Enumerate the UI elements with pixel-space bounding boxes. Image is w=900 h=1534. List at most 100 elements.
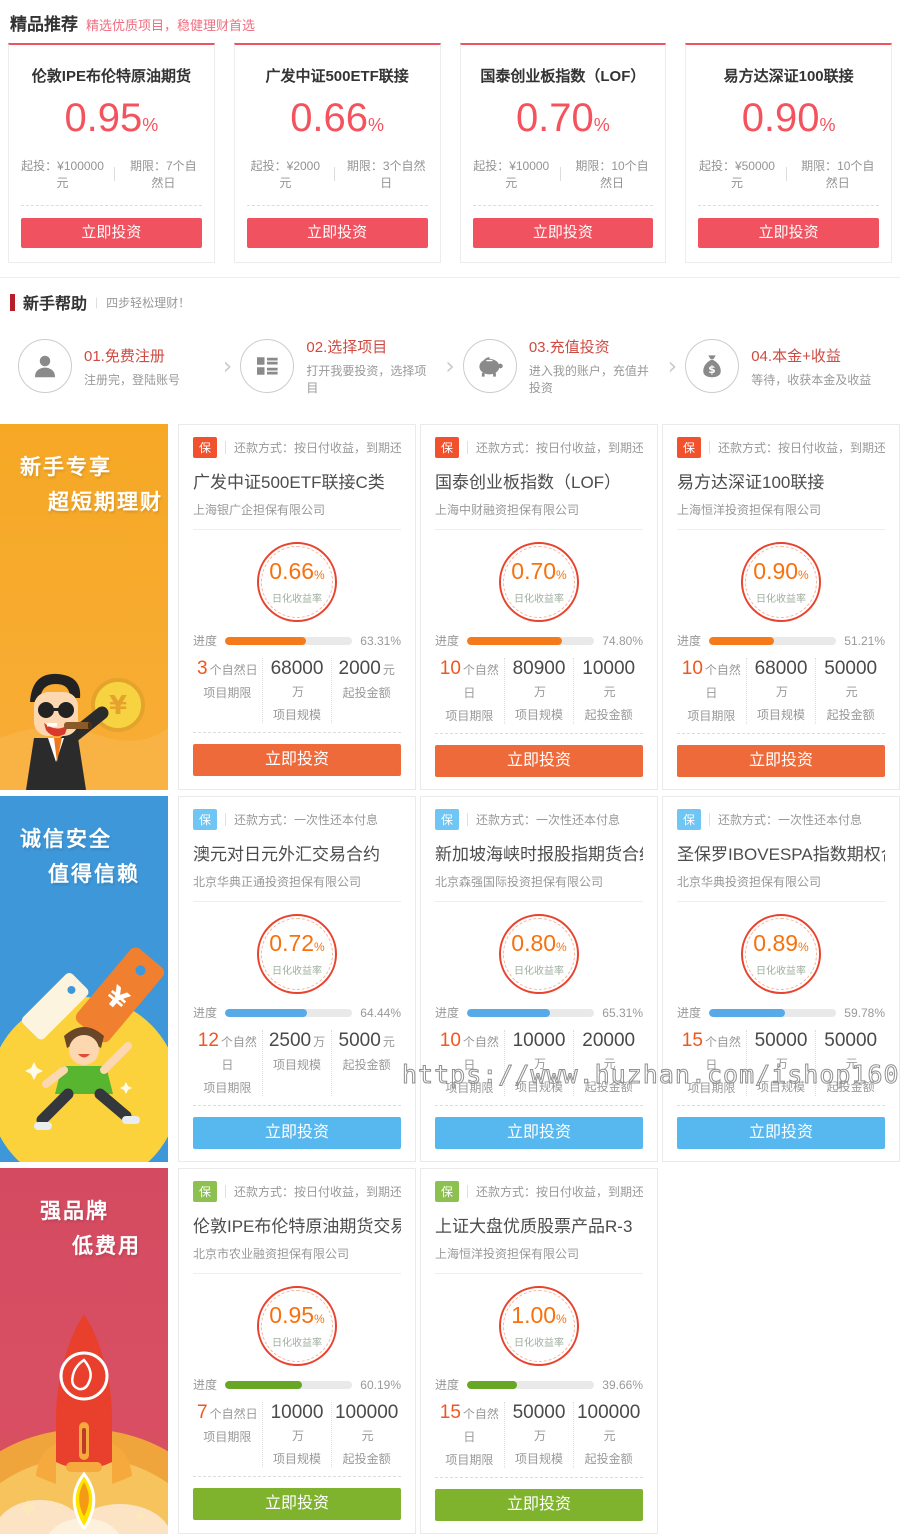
divider (467, 441, 468, 454)
scale-unit: 万 (534, 1429, 547, 1443)
repayment-method: 还款方式：按日付收益，到期还本 (233, 1185, 401, 1199)
project-title[interactable]: 新加坡海峡时报股指期货合约(... (435, 845, 643, 864)
step-title: 04.本金+收益 (751, 347, 841, 365)
min-value: 100000 (334, 1402, 399, 1423)
scale-unit: 万 (292, 1429, 305, 1443)
rate-number: 1.00 (511, 1302, 557, 1328)
invest-button[interactable]: 立即投资 (246, 218, 428, 248)
project-title[interactable]: 澳元对日元外汇交易合约 (193, 845, 380, 864)
scale-value: 80900 (512, 658, 566, 679)
promo-banner-newbie[interactable]: 新手专享 超短期理财 ¥ (0, 424, 168, 790)
progress-percent: 59.78% (844, 1005, 885, 1020)
product-meta: 起投：¥100000 元 期限：7个自然日 (21, 157, 202, 191)
guarantee-badge: 保 (677, 809, 702, 830)
rate-number: 0.80 (511, 930, 557, 956)
rate-number: 0.90 (753, 558, 799, 584)
scale-unit: 万 (292, 685, 305, 699)
project-title[interactable]: 易方达深证100联接 (677, 473, 825, 492)
min-value: 5000 (338, 1030, 381, 1051)
rate-number: 0.89 (753, 930, 799, 956)
rate-unit: % (314, 568, 325, 582)
rate-unit: % (314, 1312, 325, 1326)
chevron-right-icon: › (445, 352, 455, 380)
min-invest: 起投：¥50000 元 (698, 159, 775, 190)
progress-bar (467, 636, 595, 645)
banner-line1: 诚信安全 (20, 828, 112, 851)
step-title: 02.选择项目 (306, 339, 388, 356)
stat-scale: 10000 万 项目规模 (503, 1030, 574, 1096)
project-title[interactable]: 广发中证500ETF联接C类 (193, 473, 385, 492)
rate-number: 0.90 (741, 96, 820, 140)
divider (225, 813, 227, 826)
project-row-trust: 诚信安全 值得信赖 ¥ (0, 796, 900, 1162)
progress-percent: 51.21% (844, 633, 885, 648)
invest-button[interactable]: 立即投资 (677, 1117, 885, 1149)
daily-rate-circle: 0.72% 日化收益率 (257, 914, 337, 994)
dashed-divider (246, 205, 428, 206)
invest-button[interactable]: 立即投资 (698, 218, 879, 248)
scale-value: 50000 (512, 1402, 566, 1423)
guarantee-badge: 保 (435, 437, 460, 458)
term-label: 项目期限 (203, 686, 252, 700)
project-title[interactable]: 圣保罗IBOVESPA指数期权合... (677, 845, 885, 864)
term: 期限：10个自然日 (575, 159, 649, 190)
term-label: 项目期限 (687, 709, 736, 723)
banner-line1: 强品牌 (40, 1200, 109, 1223)
term-value: 12 (197, 1030, 219, 1051)
step-recharge-invest: 03.充值投资 进入我的账户，充值并投资 (462, 336, 660, 396)
rate-caption: 日化收益率 (756, 966, 806, 977)
stat-term: 12 个自然日 项目期限 (193, 1030, 262, 1096)
featured-card: 广发中证500ETF联接 0.66% 起投：¥2000 元 期限：3个自然日 立… (233, 43, 441, 263)
stat-min: 50000 元 起投金额 (815, 1030, 885, 1096)
stat-scale: 2500 万 项目规模 (261, 1030, 332, 1096)
featured-title: 精品推荐 (10, 15, 78, 34)
term: 期限：10个自然日 (801, 159, 875, 190)
stat-min: 20000 元 起投金额 (573, 1030, 643, 1096)
term-value: 10 (681, 658, 703, 679)
promo-banner-trust[interactable]: 诚信安全 值得信赖 ¥ (0, 796, 168, 1162)
project-title[interactable]: 上证大盘优质股票产品R-3 (435, 1217, 633, 1236)
guarantee-badge: 保 (677, 437, 702, 458)
scale-value: 2500 (268, 1030, 312, 1051)
invest-button[interactable]: 立即投资 (435, 1117, 643, 1149)
piggy-bank-icon (462, 339, 517, 393)
invest-button[interactable]: 立即投资 (435, 745, 643, 777)
invest-button[interactable]: 立即投资 (193, 744, 401, 776)
progress-label: 进度 (193, 634, 218, 648)
progress-label: 进度 (435, 1006, 460, 1020)
min-invest: 起投：¥2000 元 (250, 159, 321, 190)
project-title[interactable]: 伦敦IPE布伦特原油期货交易 (193, 1217, 401, 1236)
stat-scale: 50000 万 项目规模 (745, 1030, 816, 1096)
min-unit: 元 (382, 1035, 395, 1049)
divider (709, 813, 711, 826)
term-label: 项目期限 (445, 709, 494, 723)
guarantor-company: 上海中财融资担保有限公司 (435, 501, 643, 530)
project-card: 保 还款方式：按日付收益，到期还本 广发中证500ETF联接C类 上海银广企担保… (178, 424, 416, 790)
invest-button[interactable]: 立即投资 (435, 1489, 643, 1521)
invest-button[interactable]: 立即投资 (472, 218, 654, 248)
stat-scale: 80900 万 项目规模 (503, 658, 574, 724)
help-title: 新手帮助 (23, 296, 88, 313)
invest-button[interactable]: 立即投资 (677, 745, 885, 777)
stat-min: 2000 元 起投金额 (331, 658, 401, 723)
banner-text: 强品牌 低费用 (0, 1168, 168, 1264)
rate-caption: 日化收益率 (272, 1338, 322, 1349)
featured-card: 伦敦IPE布伦特原油期货 0.95% 起投：¥100000 元 期限：7个自然日… (8, 43, 215, 263)
rate-number: 0.66 (290, 96, 369, 140)
min-unit: 元 (382, 663, 395, 677)
stat-min: 100000 元 起投金额 (331, 1402, 401, 1467)
rate-unit: % (314, 940, 325, 954)
invest-button[interactable]: 立即投资 (193, 1117, 401, 1149)
repayment-method: 还款方式：按日付收益，到期还本 (475, 1185, 643, 1199)
featured-card: 国泰创业板指数（LOF） 0.70% 起投：¥10000 元 期限：10个自然日… (459, 43, 667, 263)
stat-min: 10000 元 起投金额 (573, 658, 643, 724)
dashed-divider (698, 205, 879, 206)
invest-button[interactable]: 立即投资 (21, 218, 202, 248)
guarantor-company: 上海银广企担保有限公司 (193, 501, 401, 530)
min-value: 20000 (582, 1030, 636, 1051)
daily-rate-circle: 0.89% 日化收益率 (741, 914, 821, 994)
invest-button[interactable]: 立即投资 (193, 1488, 401, 1520)
project-title[interactable]: 国泰创业板指数（LOF） (435, 473, 622, 492)
help-steps: 01.免费注册 注册完，登陆账号 › 02.选择项目 打开我要投资，选择项目 › (0, 318, 900, 418)
